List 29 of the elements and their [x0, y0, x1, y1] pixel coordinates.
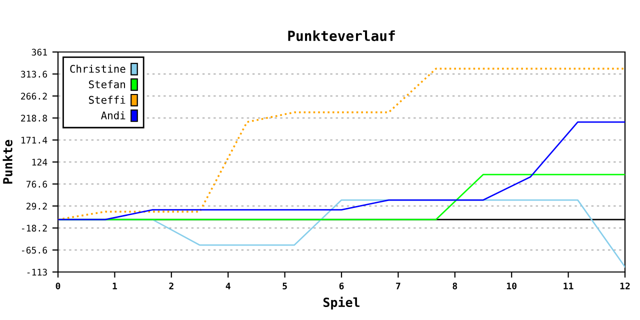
y-tick-label: 313.6 — [21, 70, 47, 78]
chart-title: Punkteverlauf — [288, 30, 395, 42]
x-tick-label: 4 — [226, 282, 230, 290]
y-tick-label: 218.8 — [21, 114, 48, 122]
y-tick-label: 361 — [32, 48, 47, 56]
x-tick-label: 6 — [339, 282, 344, 290]
y-tick-label: -65.6 — [22, 246, 47, 254]
y-tick-label: -113 — [27, 268, 47, 276]
y-tick-label: 76.6 — [26, 180, 47, 188]
y-tick-label: -18.2 — [22, 224, 47, 232]
x-tick-label: 7 — [396, 282, 400, 290]
x-tick-label: 12 — [620, 282, 630, 290]
y-tick-label: 171.4 — [21, 136, 48, 144]
legend-label: Stefan — [88, 80, 125, 88]
x-tick-label: 0 — [56, 282, 60, 290]
x-tick-label: 1 — [112, 282, 117, 290]
x-axis-title: Spiel — [323, 296, 360, 310]
y-tick-label: 124 — [32, 158, 48, 166]
x-tick-label: 8 — [452, 282, 458, 290]
x-tick-label: 5 — [282, 282, 287, 290]
y-axis-title: Punkte — [2, 140, 12, 184]
y-tick-label: 266.2 — [21, 92, 47, 100]
legend-label: Christine — [70, 64, 126, 73]
x-tick-label: 10 — [506, 282, 516, 290]
legend-label: Andi — [101, 111, 126, 120]
x-tick-label: 11 — [564, 282, 574, 290]
x-tick-label: 2 — [169, 282, 174, 290]
legend-label: Steffi — [88, 96, 126, 104]
y-tick-label: 29.2 — [26, 202, 47, 210]
